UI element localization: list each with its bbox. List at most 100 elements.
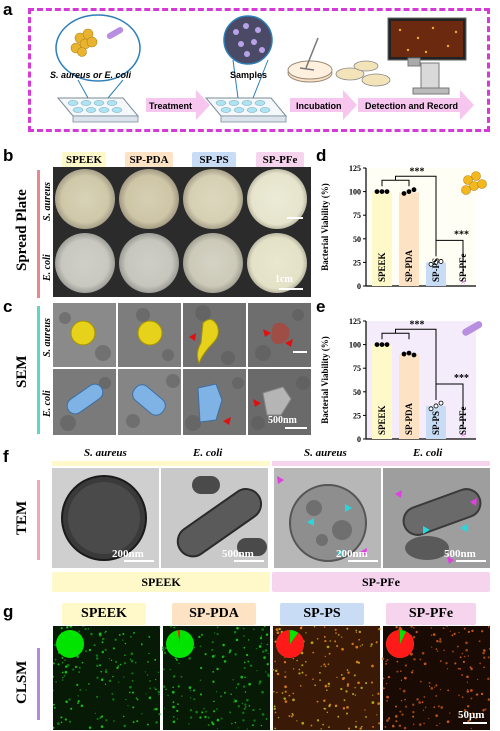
fluorescent-cell [130, 659, 134, 663]
fluorescent-cell [360, 725, 363, 728]
fluorescent-cell [345, 712, 349, 715]
fluorescent-cell [253, 628, 255, 630]
fluorescent-cell [370, 645, 372, 647]
y-tick-label: 0 [357, 435, 361, 444]
fluorescent-cell [244, 676, 246, 679]
fluorescent-cell [129, 658, 132, 660]
y-tick-label: 0 [357, 282, 361, 291]
fluorescent-cell [188, 686, 192, 690]
fluorescent-cell [355, 629, 358, 632]
fluorescent-cell [234, 721, 237, 724]
fluorescent-cell [261, 713, 265, 716]
fluorescent-cell [116, 666, 119, 669]
fluorescent-cell [324, 639, 327, 643]
data-point [379, 342, 385, 347]
fluorescent-cell [216, 718, 220, 722]
fluorescent-cell [341, 677, 345, 681]
fluorescent-cell [304, 660, 307, 663]
fluorescent-cell [292, 657, 294, 660]
fluorescent-cell [248, 682, 252, 686]
fluorescent-cell [327, 663, 330, 665]
fluorescent-cell [169, 668, 172, 671]
data-point [411, 352, 417, 358]
fluorescent-cell [263, 626, 266, 628]
fluorescent-cell [293, 668, 295, 670]
fluorescent-cell [207, 716, 210, 719]
fluorescent-cell [258, 680, 262, 684]
saureus-cell [70, 320, 96, 346]
fluorescent-cell [399, 670, 402, 672]
data-point [438, 400, 444, 406]
fluorescent-cell [319, 679, 321, 682]
fluorescent-cell [457, 667, 460, 670]
fluorescent-cell [108, 658, 111, 660]
scale-bar [348, 560, 378, 562]
category-label: SP-PDA [404, 250, 414, 282]
fluorescent-cell [328, 726, 330, 728]
fluorescent-cell [358, 630, 362, 634]
fluorescent-cell [193, 698, 196, 701]
fluorescent-cell [53, 675, 54, 678]
fluorescent-cell [458, 715, 461, 718]
fluorescent-cell [371, 701, 375, 704]
fluorescent-cell [288, 694, 291, 697]
fluorescent-cell [194, 646, 196, 648]
microscope-icon [335, 17, 467, 95]
fluorescent-cell [149, 687, 152, 690]
fluorescent-cell [61, 671, 64, 674]
fluorescent-cell [466, 690, 470, 693]
fluorescent-cell [180, 675, 183, 678]
fluorescent-cell [299, 626, 303, 630]
fluorescent-cell [64, 665, 68, 668]
fluorescent-cell [165, 647, 167, 649]
fluorescent-cell [283, 660, 287, 664]
fluorescent-cell [178, 662, 180, 665]
fluorescent-cell [240, 675, 244, 679]
fluorescent-cell [133, 632, 135, 634]
fluorescent-cell [101, 641, 104, 644]
fluorescent-cell [118, 681, 120, 683]
fluorescent-cell [276, 631, 280, 635]
fluorescent-cell [228, 651, 231, 654]
fluorescent-cell [451, 650, 454, 653]
fluorescent-cell [323, 663, 326, 666]
tem-title: TEM [14, 500, 30, 536]
fluorescent-cell [233, 630, 237, 634]
arrow-icon [290, 90, 357, 120]
fluorescent-cell [153, 687, 156, 689]
fluorescent-cell [340, 687, 343, 691]
fluorescent-cell [77, 702, 79, 704]
y-tick-label: 100 [349, 188, 361, 197]
fluorescent-cell [453, 632, 456, 636]
fluorescent-cell [64, 659, 66, 661]
step-incubation: Incubation [296, 101, 342, 111]
fluorescent-cell [65, 700, 68, 704]
fluorescent-cell [340, 674, 343, 676]
row-label-ecoli: E. coli [42, 254, 53, 282]
fluorescent-cell [255, 647, 258, 650]
fluorescent-cell [360, 686, 363, 690]
fluorescent-cell [231, 722, 233, 725]
fluorescent-cell [216, 728, 219, 730]
fluorescent-cell [299, 684, 302, 687]
fluorescent-cell [437, 705, 440, 708]
step-detection: Detection and Record [365, 101, 458, 111]
well-plate-icon [204, 97, 288, 123]
fluorescent-cell [171, 690, 175, 694]
fluorescent-cell [487, 626, 490, 628]
fluorescent-cell [355, 660, 359, 664]
fluorescent-cell [365, 682, 368, 685]
fluorescent-cell [125, 698, 127, 701]
fluorescent-cell [354, 694, 356, 696]
fluorescent-cell [439, 722, 441, 724]
fluorescent-cell [284, 675, 287, 679]
fluorescent-cell [355, 726, 357, 728]
fluorescent-cell [404, 698, 406, 701]
fluorescent-cell [401, 713, 404, 716]
fluorescent-cell [118, 634, 121, 636]
fluorescent-cell [423, 722, 425, 725]
fluorescent-cell [430, 627, 433, 629]
data-point [384, 342, 390, 347]
fluorescent-cell [310, 641, 314, 645]
fluorescent-cell [398, 724, 402, 728]
